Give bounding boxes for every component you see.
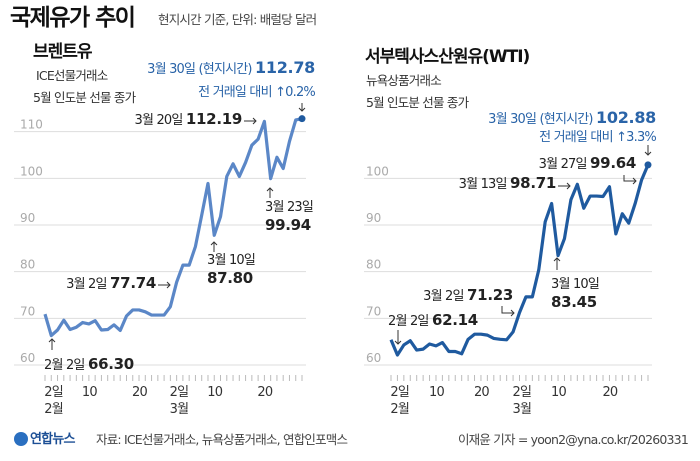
arrow-brent-mar20 bbox=[244, 117, 257, 125]
yonhap-logo: 연합뉴스 bbox=[14, 432, 75, 446]
wti-latest-point bbox=[644, 161, 652, 169]
brent-y-tick-label: 110 bbox=[20, 118, 43, 132]
wti-y-tick-label: 100 bbox=[366, 164, 389, 178]
yonhap-logo-icon bbox=[14, 432, 28, 446]
brent-mar20-label: 3월 20일 112.19 bbox=[134, 110, 242, 128]
brent-mar23-date: 3월 23일 bbox=[265, 200, 314, 215]
wti-mar27-label: 3월 27일 99.64 bbox=[538, 154, 637, 172]
wti-x-day-label: 20 bbox=[602, 385, 618, 400]
brent-feb2-label: 2월 2일 66.30 bbox=[44, 355, 134, 373]
arrow-brent-latest bbox=[298, 103, 306, 112]
wti-mar13-label: 3월 13일 98.71 bbox=[458, 174, 557, 192]
arrow-wti-latest bbox=[644, 145, 652, 156]
arrow-brent-mar2 bbox=[158, 281, 171, 289]
wti-y-tick-label: 80 bbox=[366, 258, 381, 272]
brent-x-day-label: 20 bbox=[132, 385, 148, 400]
brent-x-day-label: 10 bbox=[81, 385, 98, 400]
brent-x-day-label: 2일 bbox=[44, 385, 63, 400]
wti-mar2-label: 3월 2일 71.23 bbox=[423, 286, 513, 304]
arrow-brent-feb2 bbox=[48, 338, 56, 350]
brent-mar23-value: 99.94 bbox=[265, 216, 311, 234]
brent-x-day-label: 2일 bbox=[169, 385, 189, 400]
brent-mar10-value: 87.80 bbox=[207, 269, 253, 287]
page-subtitle: 현지시간 기준, 단위: 배럴당 달러 bbox=[158, 12, 317, 27]
wti-latest-label: 3월 30일 (현지시간) 102.88 bbox=[488, 108, 656, 127]
brent-change: 전 거래일 대비 ↑0.2% bbox=[198, 85, 316, 100]
brent-y-tick-label: 60 bbox=[20, 351, 35, 365]
wti-x-day-label: 10 bbox=[428, 385, 445, 400]
wti-exchange: 뉴욕상품거래소 bbox=[366, 73, 442, 88]
brent-y-tick-label: 90 bbox=[20, 211, 35, 225]
brent-latest-point bbox=[298, 115, 306, 123]
brent-title: 브렌트유 bbox=[33, 42, 93, 62]
wti-x-month-label: 3월 bbox=[512, 402, 532, 417]
brent-y-tick-label: 80 bbox=[20, 258, 35, 272]
wti-y-tick-label: 70 bbox=[366, 304, 381, 318]
logo-text: 연합뉴스 bbox=[30, 431, 75, 447]
source-text: 자료: ICE선물거래소, 뉴욕상품거래소, 연합인포맥스 bbox=[96, 432, 348, 447]
wti-x-day-label: 20 bbox=[473, 385, 490, 400]
arrow-brent-mar23 bbox=[266, 187, 274, 198]
page-title: 국제유가 추이 bbox=[10, 5, 136, 31]
brent-mar2-label: 3월 2일 77.74 bbox=[66, 274, 156, 292]
wti-change: 전 거래일 대비 ↑3.3% bbox=[539, 130, 657, 145]
arrow-wti-mar10 bbox=[553, 257, 561, 270]
brent-exchange: ICE선물거래소 bbox=[36, 68, 108, 83]
brent-x-month-label: 3월 bbox=[169, 402, 189, 417]
wti-x-month-label: 2월 bbox=[390, 402, 410, 417]
arrow-wti-feb2 bbox=[394, 330, 402, 345]
arrow-wti-mar2 bbox=[501, 306, 515, 317]
credit-text: 이재윤 기자 = yoon2@yna.co.kr/20260331 bbox=[457, 432, 689, 447]
brent-mar10-date: 3월 10일 bbox=[207, 253, 256, 268]
brent-price-line bbox=[43, 117, 303, 338]
arrow-wti-mar13 bbox=[558, 182, 571, 190]
brent-latest-label: 3월 30일 (현지시간) 112.78 bbox=[147, 58, 315, 77]
wti-x-day-label: 10 bbox=[551, 385, 567, 400]
brent-x-day-label: 20 bbox=[257, 385, 273, 400]
wti-feb2-label: 2월 2일 62.14 bbox=[388, 311, 478, 329]
arrow-wti-mar27 bbox=[623, 175, 637, 185]
wti-price-line bbox=[389, 164, 650, 357]
wti-y-tick-label: 90 bbox=[366, 211, 381, 225]
brent-y-tick-label: 70 bbox=[20, 304, 35, 318]
wti-x-day-label: 2일 bbox=[390, 385, 410, 400]
wti-mar10-value: 83.45 bbox=[551, 293, 597, 311]
wti-x-day-label: 2일 bbox=[512, 385, 532, 400]
wti-mar10-date: 3월 10일 bbox=[551, 277, 600, 292]
brent-x-day-label: 10 bbox=[207, 385, 223, 400]
arrow-brent-mar10 bbox=[210, 241, 218, 252]
wti-y-tick-label: 60 bbox=[366, 351, 381, 365]
brent-x-month-label: 2월 bbox=[44, 402, 63, 417]
wti-contract: 5월 인도분 선물 종가 bbox=[366, 95, 469, 110]
brent-y-tick-label: 100 bbox=[20, 164, 43, 178]
brent-contract: 5월 인도분 선물 종가 bbox=[33, 90, 136, 105]
wti-title: 서부텍사스산원유(WTI) bbox=[365, 47, 530, 67]
